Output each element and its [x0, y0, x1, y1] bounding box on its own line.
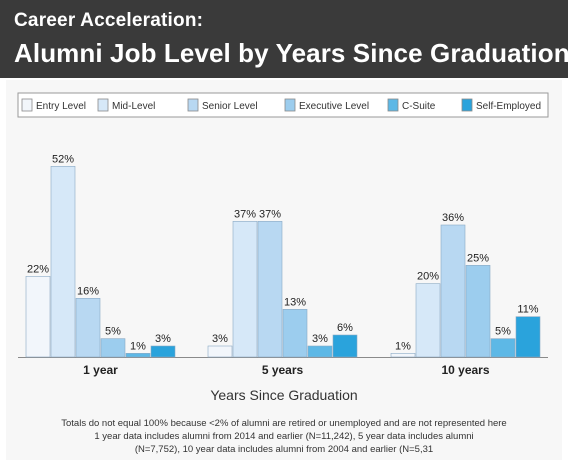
legend-item-executive-level: Executive Level [284, 98, 369, 112]
legend-label: C-Suite [402, 101, 436, 112]
bar-mid-level-1-year [50, 166, 76, 358]
legend-swatch [387, 98, 399, 112]
legend-label: Self-Employed [476, 101, 541, 112]
bar-senior-level-10-years [440, 224, 466, 358]
bar-c-suite-5-years [307, 345, 333, 358]
legend-swatch [187, 98, 199, 112]
bar-self-employed-1-year [150, 345, 176, 358]
bar-executive-level-1-year [100, 338, 126, 358]
category-label-5-years: 5 years [262, 363, 304, 377]
bar-entry-level-10-years [390, 353, 416, 358]
bar-senior-level-1-year [75, 298, 101, 358]
legend-swatch [21, 98, 33, 112]
bar-senior-level-5-years [257, 221, 283, 358]
legend-swatch [97, 98, 109, 112]
data-label: 16% [77, 285, 99, 297]
bar-entry-level-1-year [25, 276, 51, 358]
legend-label: Mid-Level [112, 101, 155, 112]
legend-swatch [461, 98, 473, 112]
bar-mid-level-10-years [415, 283, 441, 358]
header-banner: Career Acceleration: Alumni Job Level by… [0, 0, 568, 78]
data-label: 20% [417, 271, 439, 283]
data-label: 6% [337, 322, 353, 334]
legend-item-senior-level: Senior Level [187, 98, 258, 112]
data-label: 36% [442, 212, 464, 224]
footnote-line-2: 1 year data includes alumni from 2014 an… [94, 431, 474, 442]
category-label-10-years: 10 years [441, 363, 489, 377]
data-label: 52% [52, 153, 74, 165]
data-label: 37% [234, 208, 256, 220]
footnote-line-3: (N=7,752), 10 year data includes alumni … [134, 444, 434, 455]
data-label: 1% [395, 340, 411, 352]
data-label: 3% [212, 333, 228, 345]
legend-item-mid-level: Mid-Level [97, 98, 155, 112]
bar-entry-level-5-years [207, 345, 233, 358]
data-label: 3% [155, 333, 171, 345]
legend-swatch [284, 98, 296, 112]
footnote-line-1: Totals do not equal 100% because <2% of … [61, 418, 507, 429]
data-label: 5% [495, 326, 511, 338]
data-label: 1% [130, 340, 146, 352]
data-label: 22% [27, 263, 49, 275]
legend-item-c-suite: C-Suite [387, 98, 436, 112]
legend-label: Executive Level [299, 101, 369, 112]
legend-label: Senior Level [202, 101, 258, 112]
data-label: 37% [259, 208, 281, 220]
data-label: 5% [105, 326, 121, 338]
bar-self-employed-10-years [515, 316, 541, 358]
legend-item-entry-level: Entry Level [21, 98, 86, 112]
legend-label: Entry Level [36, 101, 86, 112]
data-label: 13% [284, 296, 306, 308]
bar-executive-level-10-years [465, 265, 491, 358]
header-title: Alumni Job Level by Years Since Graduati… [14, 38, 568, 68]
bar-c-suite-10-years [490, 338, 516, 358]
bar-c-suite-1-year [125, 353, 151, 358]
data-label: 3% [312, 333, 328, 345]
bar-mid-level-5-years [232, 221, 258, 358]
data-label: 11% [517, 304, 538, 316]
legend-item-self-employed: Self-Employed [461, 98, 541, 112]
category-label-1-year: 1 year [83, 363, 118, 377]
x-axis-label: Years Since Graduation [210, 387, 358, 403]
bar-self-employed-5-years [332, 334, 358, 358]
bar-executive-level-5-years [282, 309, 308, 358]
header-subtitle: Career Acceleration: [14, 10, 204, 31]
data-label: 25% [467, 252, 489, 264]
